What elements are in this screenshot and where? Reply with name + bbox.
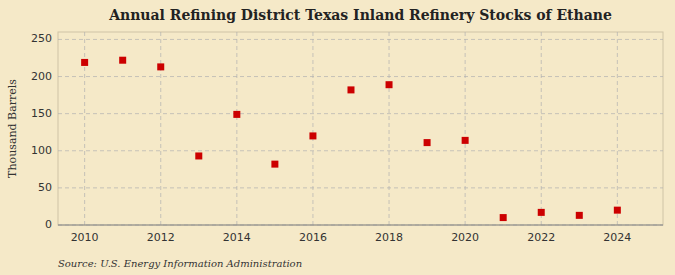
x-axis-line <box>58 225 663 226</box>
x-tick-label: 2010 <box>71 231 99 244</box>
y-tick-label: 100 <box>31 144 52 157</box>
point <box>500 214 507 221</box>
point <box>233 111 240 118</box>
x-grid-line <box>465 32 466 225</box>
source-note: Source: U.S. Energy Information Administ… <box>58 258 302 269</box>
plot-frame <box>58 32 663 225</box>
x-tick-label: 2012 <box>147 231 175 244</box>
x-tick-label: 2016 <box>299 231 327 244</box>
y-axis-label: Thousand Barrels <box>6 79 19 178</box>
points <box>81 57 621 221</box>
point <box>157 63 164 70</box>
x-grid-line <box>312 32 313 225</box>
x-tick-label: 2014 <box>223 231 251 244</box>
y-grid-line <box>58 76 663 77</box>
chart: 0 50 100 150 200 250 2010 2012 2014 2016 2018 2020 2… <box>0 0 675 275</box>
x-tick-label: 2020 <box>451 231 479 244</box>
point <box>119 57 126 64</box>
x-grid-line <box>236 32 237 225</box>
point <box>386 81 393 88</box>
x-grid-line <box>541 32 542 225</box>
x-tick-label: 2018 <box>375 231 403 244</box>
y-tick-label: 150 <box>31 107 52 120</box>
y-grid-line <box>58 187 663 188</box>
point <box>614 207 621 214</box>
point <box>538 209 545 216</box>
x-tick-label: 2024 <box>603 231 631 244</box>
point <box>424 139 431 146</box>
y-tick-label: 250 <box>31 32 52 45</box>
y-grid-line <box>58 150 663 151</box>
grid <box>58 32 663 225</box>
point <box>309 132 316 139</box>
y-tick-label: 0 <box>45 218 52 231</box>
x-tick-label: 2022 <box>527 231 555 244</box>
point <box>576 212 583 219</box>
point <box>81 59 88 66</box>
x-grid-line <box>389 32 390 225</box>
y-grid-line <box>58 39 663 40</box>
x-grid-line <box>617 32 618 225</box>
point <box>347 86 354 93</box>
y-grid-line <box>58 113 663 114</box>
title: Annual Refining District Texas Inland Re… <box>108 7 612 23</box>
x-grid-line <box>160 32 161 225</box>
point <box>462 137 469 144</box>
y-tick-label: 50 <box>38 181 52 194</box>
y-grid-line <box>58 225 663 226</box>
y-tick-label: 200 <box>31 70 52 83</box>
point <box>271 161 278 168</box>
point <box>195 152 202 159</box>
